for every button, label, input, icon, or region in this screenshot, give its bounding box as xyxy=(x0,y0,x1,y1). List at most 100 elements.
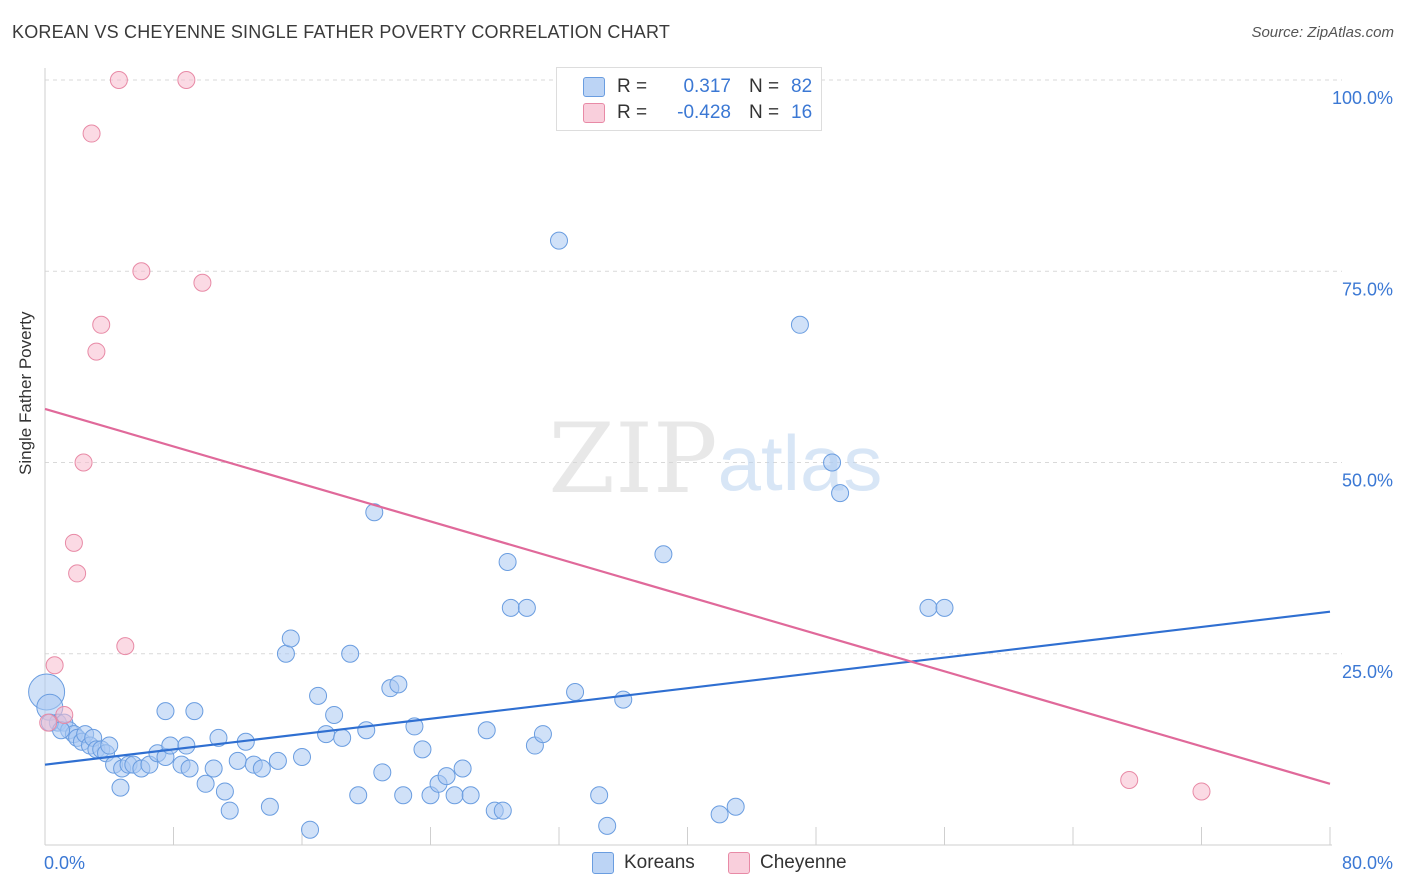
data-point xyxy=(325,705,344,724)
trend-line xyxy=(44,407,1331,785)
data-point xyxy=(215,782,234,801)
data-point xyxy=(116,637,135,656)
data-point xyxy=(100,736,119,755)
data-point xyxy=(45,656,64,675)
y-tick-label: 25.0% xyxy=(1342,662,1393,682)
watermark-zip: ZIP xyxy=(548,403,717,515)
koreans-legend-label: Koreans xyxy=(624,852,695,873)
cheyenne-legend-swatch xyxy=(728,852,750,874)
data-point xyxy=(437,767,456,786)
data-point xyxy=(204,759,223,778)
data-point xyxy=(209,728,228,747)
data-point xyxy=(317,725,336,744)
data-point xyxy=(156,702,175,721)
legend-item-cheyenne: Cheyenne xyxy=(728,852,847,874)
data-point xyxy=(333,728,352,747)
data-point xyxy=(790,315,809,334)
data-point xyxy=(39,713,58,732)
koreans-legend-swatch xyxy=(592,852,614,874)
data-point xyxy=(726,797,745,816)
data-point xyxy=(498,552,517,571)
data-point xyxy=(55,705,74,724)
cheyenne-n-value: 16 xyxy=(791,102,813,123)
y-tick-label: 75.0% xyxy=(1342,279,1393,299)
data-point xyxy=(349,786,368,805)
trend-lines xyxy=(44,407,1331,785)
koreans-points xyxy=(28,231,954,839)
data-point xyxy=(228,751,247,770)
data-point xyxy=(919,598,938,617)
data-point xyxy=(365,503,384,522)
data-point xyxy=(193,273,212,292)
data-point xyxy=(357,721,376,740)
data-point xyxy=(341,644,360,663)
data-point xyxy=(461,786,480,805)
data-point xyxy=(74,453,93,472)
data-point xyxy=(64,533,83,552)
data-point xyxy=(109,71,128,89)
data-point xyxy=(453,759,472,778)
data-point xyxy=(111,778,130,797)
koreans-n-value: 82 xyxy=(791,76,813,97)
data-point xyxy=(598,816,617,835)
cheyenne-r-value: -0.428 xyxy=(677,102,731,123)
data-point xyxy=(309,686,328,705)
data-point xyxy=(180,759,199,778)
data-point xyxy=(132,262,151,281)
data-point xyxy=(281,629,300,648)
data-point xyxy=(389,675,408,694)
series-legend: Koreans Cheyenne xyxy=(0,852,1406,876)
y-tick-label: 100.0% xyxy=(1332,88,1393,108)
koreans-r-value: 0.317 xyxy=(683,76,731,97)
data-point xyxy=(220,801,239,820)
data-point xyxy=(935,598,954,617)
data-point xyxy=(477,721,496,740)
koreans-swatch xyxy=(583,77,605,97)
data-point xyxy=(268,751,287,770)
watermark-atlas: atlas xyxy=(718,419,883,507)
data-point xyxy=(1192,782,1211,801)
correlation-legend: R = 0.317 N = 82 R = -0.428 N = 16 xyxy=(556,67,822,131)
y-tick-label: 50.0% xyxy=(1342,471,1393,491)
chart-title: KOREAN VS CHEYENNE SINGLE FATHER POVERTY… xyxy=(12,22,671,42)
gridlines xyxy=(45,79,1342,655)
data-point xyxy=(92,315,111,334)
data-point xyxy=(177,736,196,755)
data-point xyxy=(710,805,729,824)
data-point xyxy=(82,124,101,143)
data-point xyxy=(517,598,536,617)
legend-item-koreans: Koreans xyxy=(592,852,695,874)
x-tick-label-min: 0.0% xyxy=(44,853,85,873)
data-point xyxy=(373,763,392,782)
data-point xyxy=(68,564,87,583)
data-point xyxy=(185,702,204,721)
data-point xyxy=(252,759,271,778)
r-label: R = xyxy=(617,102,648,123)
data-point xyxy=(177,71,196,89)
x-tick-label-max: 80.0% xyxy=(1342,853,1393,873)
cheyenne-swatch xyxy=(583,103,605,123)
data-point xyxy=(445,786,464,805)
data-point xyxy=(301,820,320,839)
cheyenne-legend-label: Cheyenne xyxy=(760,852,847,873)
data-point xyxy=(1120,770,1139,789)
data-point xyxy=(87,342,106,361)
data-point xyxy=(413,740,432,759)
n-label: N = xyxy=(749,102,780,123)
data-point xyxy=(654,545,673,564)
data-point xyxy=(501,598,520,617)
data-point xyxy=(831,484,850,503)
n-label: N = xyxy=(749,76,780,97)
data-point xyxy=(566,683,585,701)
source-label: Source: ZipAtlas.com xyxy=(1251,24,1394,41)
cheyenne-points xyxy=(39,71,1211,801)
data-point xyxy=(260,797,279,816)
data-point xyxy=(276,644,295,663)
r-label: R = xyxy=(617,76,648,97)
data-point xyxy=(293,748,311,767)
legend-row-koreans: R = 0.317 N = 82 xyxy=(583,74,812,100)
data-point xyxy=(196,774,215,793)
data-point xyxy=(823,453,842,472)
data-point xyxy=(590,786,609,805)
